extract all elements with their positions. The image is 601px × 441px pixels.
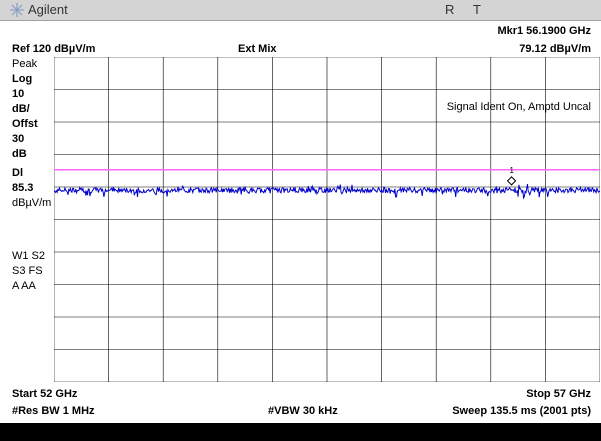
marker-frequency: Mkr1 56.1900 GHz [497,25,591,37]
trigger-indicator: T [473,2,481,17]
marker-1: 1 [506,166,517,186]
display-line-value: 85.3 [12,182,34,194]
scale-value: 10 [12,88,25,100]
agilent-spark-icon [10,2,24,17]
remote-indicator: R [445,2,455,17]
offset-unit: dB [12,148,27,160]
graticule [54,57,600,382]
brand-name: Agilent [28,2,68,17]
trace-1 [54,184,600,200]
mixer-mode: Ext Mix [238,43,277,55]
offset-label: Offst [12,118,38,130]
resolution-bandwidth: #Res BW 1 MHz [12,405,95,417]
sweep-time: Sweep 135.5 ms (2001 pts) [452,405,591,417]
reference-level: Ref 120 dBµV/m [12,43,96,55]
display-line-unit: dBµV/m [12,197,52,209]
spectrum-display: 1 [54,57,600,382]
marker-diamond [506,176,517,186]
trace-state-3: A AA [12,280,36,292]
start-frequency: Start 52 GHz [12,388,78,400]
trace-state-1: W1 S2 [12,250,46,262]
brand: Agilent [10,2,68,17]
trace-state-2: S3 FS [12,265,43,277]
marker-amplitude: 79.12 dBµV/m [519,43,591,55]
title-bar: Agilent R T [0,0,601,21]
display-line-label: Dl [12,167,23,179]
softkey-bar [0,423,601,441]
scale-type: Log [12,73,33,85]
video-bandwidth: #VBW 30 kHz [268,405,338,417]
stop-frequency: Stop 57 GHz [526,388,591,400]
detector-label: Peak [12,58,38,70]
marker-number: 1 [510,166,515,175]
offset-value: 30 [12,133,25,145]
signal-ident-annotation: Signal Ident On, Amptd Uncal [446,101,591,113]
scale-unit: dB/ [12,103,30,115]
